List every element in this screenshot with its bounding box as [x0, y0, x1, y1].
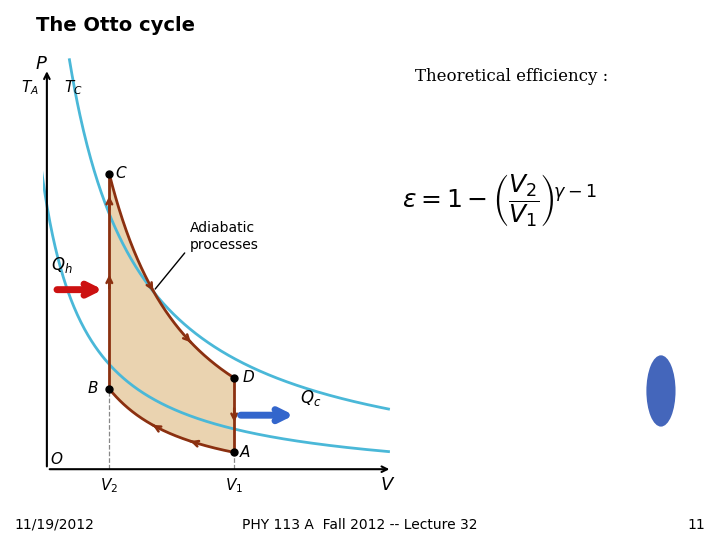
- Text: A: A: [240, 445, 251, 460]
- Text: $T_A$: $T_A$: [22, 78, 40, 97]
- Text: 11/19/2012: 11/19/2012: [14, 518, 94, 532]
- Text: D: D: [243, 370, 255, 386]
- Ellipse shape: [647, 355, 675, 427]
- Text: $V_2$: $V_2$: [100, 476, 118, 495]
- Text: The Otto cycle: The Otto cycle: [36, 16, 195, 35]
- Text: $Q_h$: $Q_h$: [50, 255, 72, 275]
- Text: $T_C$: $T_C$: [64, 78, 83, 97]
- Text: Theoretical efficiency :: Theoretical efficiency :: [415, 68, 608, 85]
- Text: 11: 11: [688, 518, 706, 532]
- Text: $V_1$: $V_1$: [225, 476, 243, 495]
- Polygon shape: [109, 174, 234, 453]
- Text: C: C: [115, 166, 126, 181]
- Text: $\varepsilon = 1 - \left(\dfrac{V_2}{V_1}\right)^{\!\gamma-1}$: $\varepsilon = 1 - \left(\dfrac{V_2}{V_1…: [402, 172, 597, 229]
- Text: O: O: [50, 452, 63, 467]
- Text: $P$: $P$: [35, 55, 48, 73]
- Text: PHY 113 A  Fall 2012 -- Lecture 32: PHY 113 A Fall 2012 -- Lecture 32: [242, 518, 478, 532]
- Text: $Q_c$: $Q_c$: [300, 388, 322, 408]
- Text: $V$: $V$: [380, 476, 396, 495]
- Text: B: B: [88, 381, 99, 396]
- Text: Adiabatic
processes: Adiabatic processes: [190, 221, 259, 252]
